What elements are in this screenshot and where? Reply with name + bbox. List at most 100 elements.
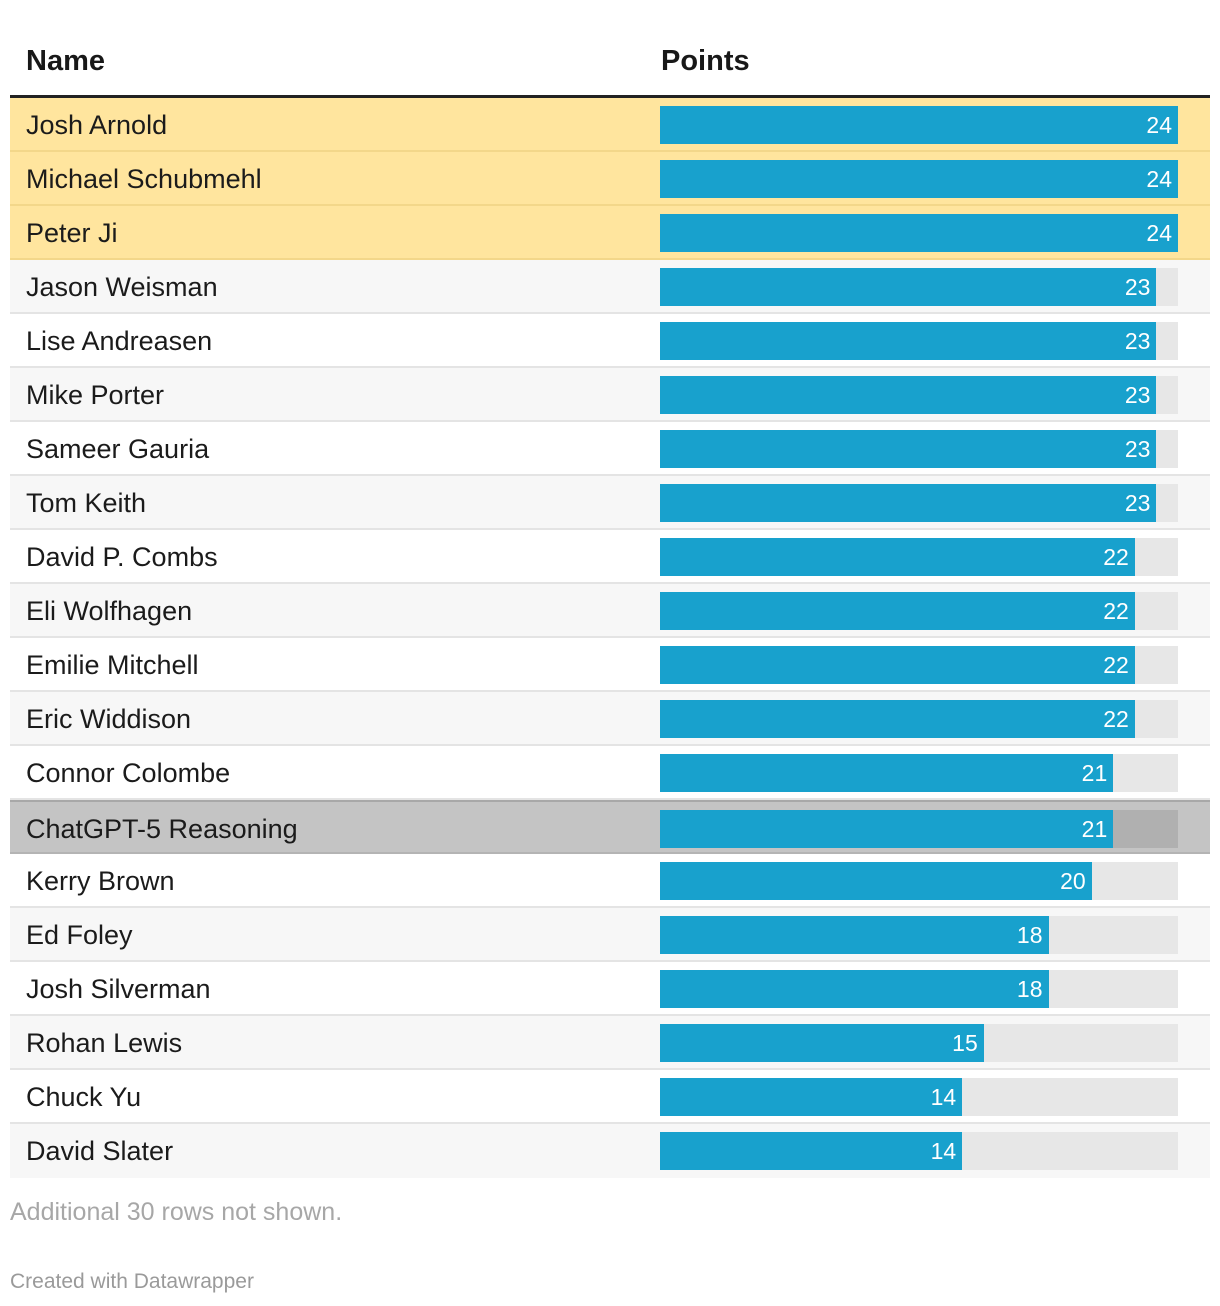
bar-track: 23 xyxy=(660,268,1178,306)
rows-not-shown-note: Additional 30 rows not shown. xyxy=(10,1198,343,1226)
bar: 20 xyxy=(660,862,1092,900)
bar-track: 22 xyxy=(660,700,1178,738)
table-row: Michael Schubmehl 24 xyxy=(10,152,1210,206)
bar-value-label: 22 xyxy=(1103,544,1129,570)
table-row: Peter Ji 24 xyxy=(10,206,1210,260)
bar-value-label: 21 xyxy=(1081,816,1108,842)
bar-value-label: 18 xyxy=(1016,922,1043,948)
table-row: Emilie Mitchell 22 xyxy=(10,638,1210,692)
bar-value-label: 23 xyxy=(1124,382,1151,408)
bar: 23 xyxy=(660,376,1157,414)
row-name: Eric Widdison xyxy=(26,704,192,734)
bar-track: 14 xyxy=(660,1078,1178,1116)
bar-value-label: 22 xyxy=(1103,598,1129,624)
table-row: Mike Porter 23 xyxy=(10,368,1210,422)
row-name: David P. Combs xyxy=(26,542,218,572)
table-row: Ed Foley 18 xyxy=(10,908,1210,962)
row-name: Chuck Yu xyxy=(26,1082,142,1112)
bar-value-label: 24 xyxy=(1146,166,1172,192)
bar-track: 23 xyxy=(660,484,1178,522)
row-name: Mike Porter xyxy=(26,380,165,410)
column-header-points[interactable]: Points xyxy=(661,45,750,77)
row-name: Tom Keith xyxy=(26,488,147,518)
row-name: ChatGPT-5 Reasoning xyxy=(26,814,298,844)
bar-track: 18 xyxy=(660,970,1178,1008)
row-name: Sameer Gauria xyxy=(26,434,210,464)
row-name: Josh Arnold xyxy=(26,110,168,140)
bar: 14 xyxy=(660,1132,963,1170)
bar-track: 15 xyxy=(660,1024,1178,1062)
bar-value-label: 22 xyxy=(1103,652,1129,678)
bar: 22 xyxy=(660,538,1135,576)
row-name: Lise Andreasen xyxy=(26,326,213,356)
bar: 22 xyxy=(660,592,1135,630)
bar-value-label: 21 xyxy=(1081,760,1108,786)
bar-value-label: 23 xyxy=(1124,490,1151,516)
bar-track: 21 xyxy=(660,754,1178,792)
table-header: Name Points xyxy=(10,28,1210,98)
bar-track: 23 xyxy=(660,430,1178,468)
table-row: ChatGPT-5 Reasoning 21 xyxy=(10,800,1210,854)
row-name: Peter Ji xyxy=(26,218,118,248)
bar-track: 24 xyxy=(660,106,1178,144)
row-name: Jason Weisman xyxy=(26,272,218,302)
bar-track: 22 xyxy=(660,646,1178,684)
row-name: Rohan Lewis xyxy=(26,1028,183,1058)
bar: 21 xyxy=(660,810,1114,848)
bar-value-label: 23 xyxy=(1124,436,1151,462)
bar-track: 24 xyxy=(660,214,1178,252)
table-row: Rohan Lewis 15 xyxy=(10,1016,1210,1070)
bar-value-label: 18 xyxy=(1016,976,1043,1002)
bar-track: 14 xyxy=(660,1132,1178,1170)
bar-value-label: 14 xyxy=(930,1084,957,1110)
row-name: Kerry Brown xyxy=(26,866,175,896)
table-row: Jason Weisman 23 xyxy=(10,260,1210,314)
table-row: Sameer Gauria 23 xyxy=(10,422,1210,476)
bar-track: 23 xyxy=(660,322,1178,360)
row-name: David Slater xyxy=(26,1136,174,1166)
table-row: David P. Combs 22 xyxy=(10,530,1210,584)
bar-value-label: 20 xyxy=(1060,868,1086,894)
bar: 23 xyxy=(660,268,1157,306)
table-row: Josh Silverman 18 xyxy=(10,962,1210,1016)
bar: 22 xyxy=(660,646,1135,684)
row-name: Josh Silverman xyxy=(26,974,211,1004)
bar: 21 xyxy=(660,754,1114,792)
bar-track: 22 xyxy=(660,592,1178,630)
table-row: Tom Keith 23 xyxy=(10,476,1210,530)
bar: 14 xyxy=(660,1078,963,1116)
bar: 18 xyxy=(660,916,1049,954)
table-row: Chuck Yu 14 xyxy=(10,1070,1210,1124)
table-row: Josh Arnold 24 xyxy=(10,98,1210,152)
table-row: Eric Widdison 22 xyxy=(10,692,1210,746)
column-header-name[interactable]: Name xyxy=(26,45,105,77)
datawrapper-credit: Created with Datawrapper xyxy=(10,1270,254,1293)
bar: 23 xyxy=(660,430,1157,468)
table-row: Lise Andreasen 23 xyxy=(10,314,1210,368)
bar-value-label: 15 xyxy=(952,1030,978,1056)
bar-track: 24 xyxy=(660,160,1178,198)
table-row: Eli Wolfhagen 22 xyxy=(10,584,1210,638)
bar-track: 21 xyxy=(660,810,1178,848)
table-row: Kerry Brown 20 xyxy=(10,854,1210,908)
bar-value-label: 14 xyxy=(930,1138,957,1164)
row-name: Connor Colombe xyxy=(26,758,231,788)
bar: 23 xyxy=(660,322,1157,360)
bar-value-label: 22 xyxy=(1103,706,1129,732)
bar: 24 xyxy=(660,214,1178,252)
bar-value-label: 24 xyxy=(1146,112,1172,138)
table-row: Connor Colombe 21 xyxy=(10,746,1210,800)
bar-value-label: 23 xyxy=(1124,328,1151,354)
bar: 24 xyxy=(660,106,1178,144)
table-body: Josh Arnold 24 Michael Schubmehl 24 Peter Ji… xyxy=(10,98,1210,1178)
row-name: Eli Wolfhagen xyxy=(26,596,193,626)
bar: 24 xyxy=(660,160,1178,198)
row-name: Michael Schubmehl xyxy=(26,164,262,194)
points-table: Name Points Josh Arnold 24 Michael Schubme… xyxy=(10,28,1210,1178)
table-row: David Slater 14 xyxy=(10,1124,1210,1178)
bar: 22 xyxy=(660,700,1135,738)
bar-value-label: 23 xyxy=(1124,274,1151,300)
bar: 23 xyxy=(660,484,1157,522)
bar-track: 23 xyxy=(660,376,1178,414)
bar-track: 18 xyxy=(660,916,1178,954)
